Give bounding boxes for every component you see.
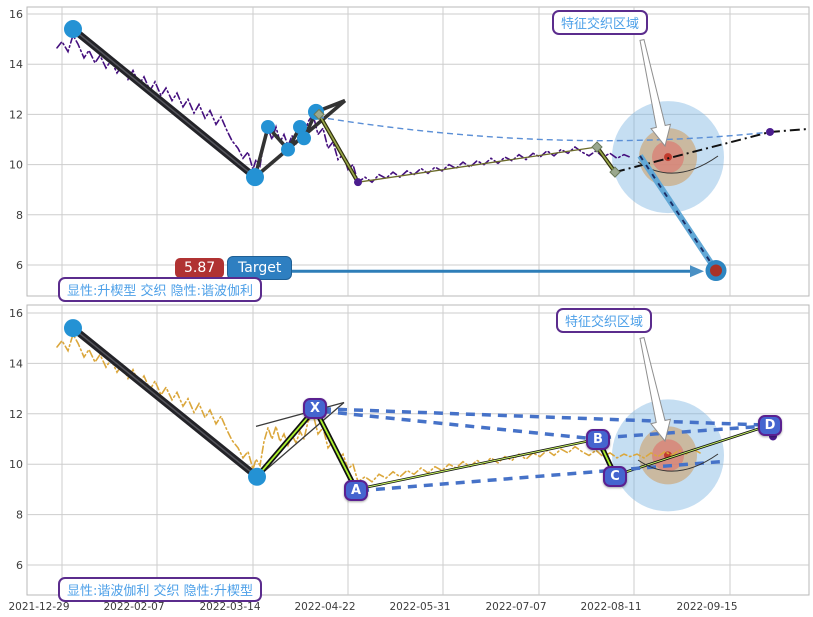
feature-zone-callout-bottom: 特征交织区域: [556, 308, 653, 333]
feature-zone-pointer-arrow: [639, 39, 672, 148]
diamond-marker: [313, 108, 325, 121]
chart-line-olive-thin: [357, 146, 598, 183]
swing-point-dot: [297, 131, 311, 146]
chart-line-green-thick: [256, 408, 316, 478]
x-axis-tick-label: 2022-09-15: [676, 601, 737, 613]
swing-point-dot: [246, 168, 264, 187]
pattern-point-label-D: D: [758, 414, 782, 436]
chart-line-arc-thin: [637, 453, 719, 472]
swing-point-dot: [248, 467, 266, 486]
chart-line-green-thick: [314, 408, 357, 490]
chart-panel-bottom: 2021-12-29 2022-02-07 2022-03-14 2022-04-22…: [8, 304, 810, 613]
x-axis-tick-label: 2022-02-07: [103, 601, 164, 613]
x-axis-tick-label: 2022-03-14: [199, 601, 260, 613]
y-axis-tick-label: 14: [9, 357, 23, 370]
y-axis-tick-label: 8: [16, 509, 23, 522]
feature-zone-pointer-arrow: [639, 337, 672, 443]
x-axis-tick-label: 2022-04-22: [294, 601, 355, 613]
pivot-dot: [354, 178, 362, 187]
chart-line-blue-dash-thick: [601, 424, 763, 440]
chart-line-thin-dark: [257, 402, 345, 478]
pattern-annotation-top: 显性:升楔型 交织 隐性:谐波伽利: [58, 277, 263, 302]
feature-zone-callout-top: 特征交织区域: [552, 10, 649, 35]
swing-point-dot: [64, 20, 82, 39]
pattern-point-label-A: A: [344, 480, 368, 502]
y-axis-tick-label: 10: [9, 458, 23, 471]
projection-line-dash: [639, 155, 717, 272]
y-axis-tick-label: 6: [16, 259, 23, 272]
chart-line-thin-dark: [255, 401, 345, 428]
chart-line-blue-dash-thick: [321, 409, 597, 441]
y-axis-tick-label: 14: [9, 58, 23, 71]
swing-point-dot: [293, 119, 307, 134]
swing-point-dot: [64, 319, 82, 338]
pattern-point-label-B: B: [586, 428, 610, 450]
chart-line-blue-dash-thick: [359, 459, 721, 493]
y-axis-tick-label: 6: [16, 559, 23, 572]
swing-point-dot: [261, 119, 275, 134]
y-axis-tick-label: 10: [9, 159, 23, 172]
chart-line-blue-dash-thick: [321, 407, 767, 427]
diamond-marker: [609, 166, 621, 178]
x-axis-tick-label: 2022-07-07: [485, 601, 546, 613]
target-label-badge: Target: [227, 256, 293, 280]
y-axis-tick-label: 16: [9, 8, 23, 21]
y-axis-tick-label: 12: [9, 408, 23, 421]
chart-line-blue-dash-thin: [317, 116, 771, 142]
pattern-point-label-C: C: [603, 466, 627, 488]
pivot-dot: [766, 127, 774, 136]
chart-line-olive-double: [318, 114, 359, 183]
chart-line-green-thin: [355, 438, 599, 490]
y-axis-tick-label: 16: [9, 307, 23, 320]
chart-line-thick-dark: [72, 28, 256, 178]
y-axis-tick-label: 8: [16, 209, 23, 222]
feature-zone-center-dot: [664, 153, 672, 162]
pattern-annotation-bottom: 显性:谐波伽利 交织 隐性:升楔型: [58, 577, 263, 602]
target-arrow-head: [690, 265, 704, 278]
chart-line-olive-double: [596, 146, 616, 173]
diamond-marker: [591, 141, 603, 153]
x-axis-tick-label: 2022-05-31: [389, 601, 450, 613]
y-axis-tick-label: 12: [9, 108, 23, 121]
swing-point-dot: [281, 142, 295, 157]
chart-panel-top: 16 14 12 10 8 6: [9, 6, 810, 297]
x-axis-tick-label: 2021-12-29: [8, 601, 69, 613]
x-axis-tick-label: 2022-08-11: [580, 601, 641, 613]
target-hit-marker-inner: [710, 264, 722, 277]
chart-line-green-thin: [614, 424, 771, 476]
target-value-badge: 5.87: [175, 258, 225, 278]
chart-line-thick-dark: [72, 327, 258, 478]
pattern-point-label-X: X: [303, 398, 327, 420]
